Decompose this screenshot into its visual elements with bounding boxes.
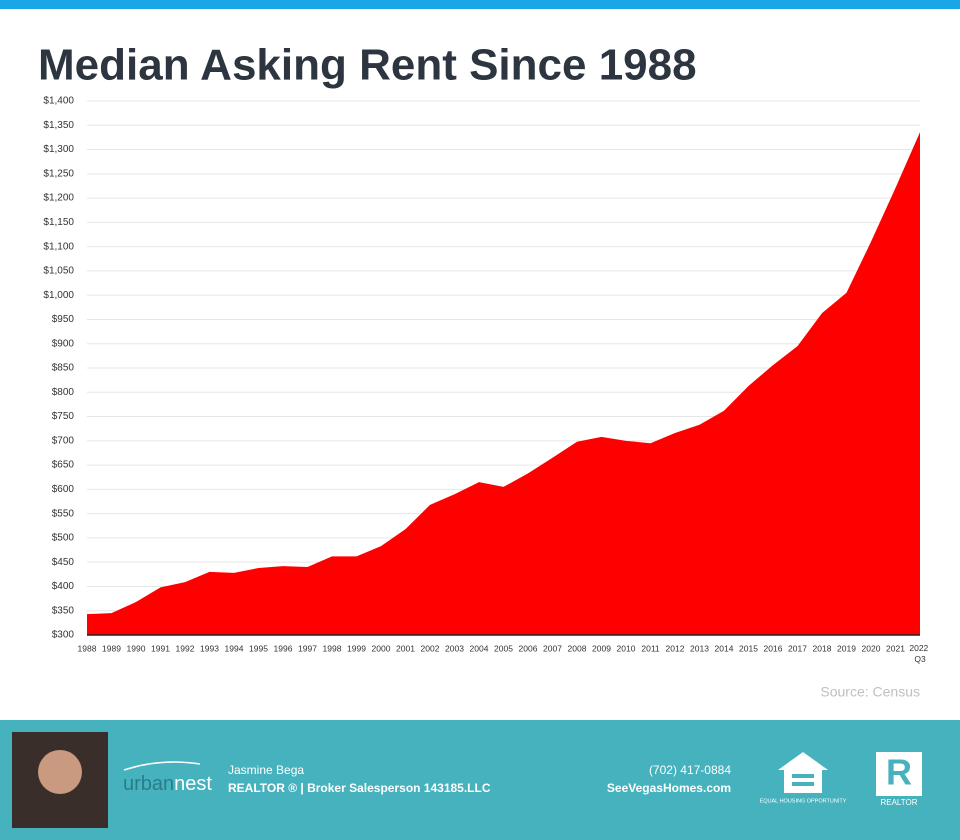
x-tick-label: 2018 — [813, 643, 832, 653]
y-tick-label: $1,100 — [43, 241, 74, 252]
x-tick-label: 2022 Q3 — [909, 643, 930, 664]
logo-swoosh — [123, 761, 201, 771]
x-tick-label: 1990 — [127, 643, 146, 653]
y-tick-label: $1,300 — [43, 144, 74, 155]
x-tick-label: 2009 — [592, 643, 611, 653]
y-tick-label: $650 — [52, 460, 75, 471]
logo-a: urban — [123, 773, 174, 795]
y-tick-label: $700 — [52, 435, 75, 446]
plot: $300 $350 $400 $450 $500 $550 $600 $650 $700 $750… — [43, 96, 930, 665]
top-bar — [0, 0, 960, 9]
x-tick-label: 2020 — [862, 643, 881, 653]
x-tick-line: 2022 — [909, 643, 930, 653]
y-tick-label: $500 — [52, 533, 75, 544]
x-tick-label: 2016 — [764, 643, 783, 653]
eh-bar — [792, 782, 814, 786]
x-tick-label: 1993 — [200, 643, 219, 653]
y-tick-label: $400 — [52, 581, 75, 592]
y-tick-label: $1,200 — [43, 193, 74, 204]
equal-housing-text: EQUAL HOUSING OPPORTUNITY — [760, 798, 847, 804]
x-tick-label: 1997 — [298, 643, 317, 653]
x-tick-label: 2003 — [445, 643, 464, 653]
source: Source: Census — [820, 684, 920, 700]
phone: (702) 417-0884 — [649, 763, 731, 777]
y-tick-label: $450 — [52, 557, 75, 568]
x-tick-label: 2005 — [494, 643, 513, 653]
agent-name: Jasmine Bega — [228, 763, 304, 777]
x-tick-label: 1995 — [249, 643, 268, 653]
x-tick-label: 2010 — [617, 643, 636, 653]
y-tick-label: $900 — [52, 338, 75, 349]
y-tick-label: $800 — [52, 387, 75, 398]
y-tick-label: $1,350 — [43, 120, 74, 131]
y-tick-label: $600 — [52, 484, 75, 495]
photo-face — [38, 750, 82, 794]
x-tick-label: 2002 — [421, 643, 440, 653]
x-tick-label: 2011 — [641, 643, 660, 653]
y-tick-label: $1,400 — [43, 96, 74, 107]
y-tick-label: $750 — [52, 411, 75, 422]
x-tick-label: 2017 — [788, 643, 807, 653]
x-tick-label: 2000 — [372, 643, 391, 653]
y-tick-label: $550 — [52, 508, 75, 519]
x-tick-label: 1989 — [102, 643, 121, 653]
x-tick-label: 2004 — [470, 643, 489, 653]
x-tick-label: 2014 — [715, 643, 734, 653]
realtor-icon — [876, 752, 922, 796]
x-tick-label: 2019 — [837, 643, 856, 653]
logo-b: nest — [174, 773, 212, 795]
equal-housing-icon — [778, 752, 828, 793]
x-tick-label: 2001 — [396, 643, 415, 653]
x-tick-label: 2021 — [886, 643, 905, 653]
x-tick-label: 1988 — [78, 643, 97, 653]
realtor-r: R — [886, 752, 912, 793]
x-tick-label: 1999 — [347, 643, 366, 653]
y-tick-label: $1,050 — [43, 266, 74, 277]
x-tick-label: 1991 — [151, 643, 170, 653]
x-tick-label: 1996 — [274, 643, 293, 653]
x-tick-label: 1998 — [323, 643, 342, 653]
y-tick-label: $950 — [52, 314, 75, 325]
x-tick-label: 2013 — [690, 643, 709, 653]
y-tick-label: $850 — [52, 363, 75, 374]
area — [87, 132, 920, 635]
y-tick-label: $1,150 — [43, 217, 74, 228]
y-tick-label: $1,250 — [43, 168, 74, 179]
chart-title: Median Asking Rent Since 1988 — [38, 41, 697, 90]
website: SeeVegasHomes.com — [607, 781, 731, 795]
eh-bar — [792, 774, 814, 778]
x-tick-label: 2006 — [519, 643, 538, 653]
realtor-text: REALTOR — [880, 798, 917, 807]
y-tick-label: $1,000 — [43, 290, 74, 301]
y-tick-label: $300 — [52, 630, 75, 641]
x-tick-label: 1994 — [225, 643, 244, 653]
x-tick-label: 2015 — [739, 643, 758, 653]
logo: urbannest — [123, 773, 212, 795]
x-tick-label: 2007 — [543, 643, 562, 653]
x-tick-label: 2012 — [666, 643, 685, 653]
x-tick-label: 1992 — [176, 643, 195, 653]
x-tick-line: Q3 — [914, 654, 926, 664]
agent-role: REALTOR ® | Broker Salesperson 143185.LL… — [228, 781, 491, 795]
y-tick-label: $350 — [52, 605, 75, 616]
x-tick-label: 2008 — [568, 643, 587, 653]
